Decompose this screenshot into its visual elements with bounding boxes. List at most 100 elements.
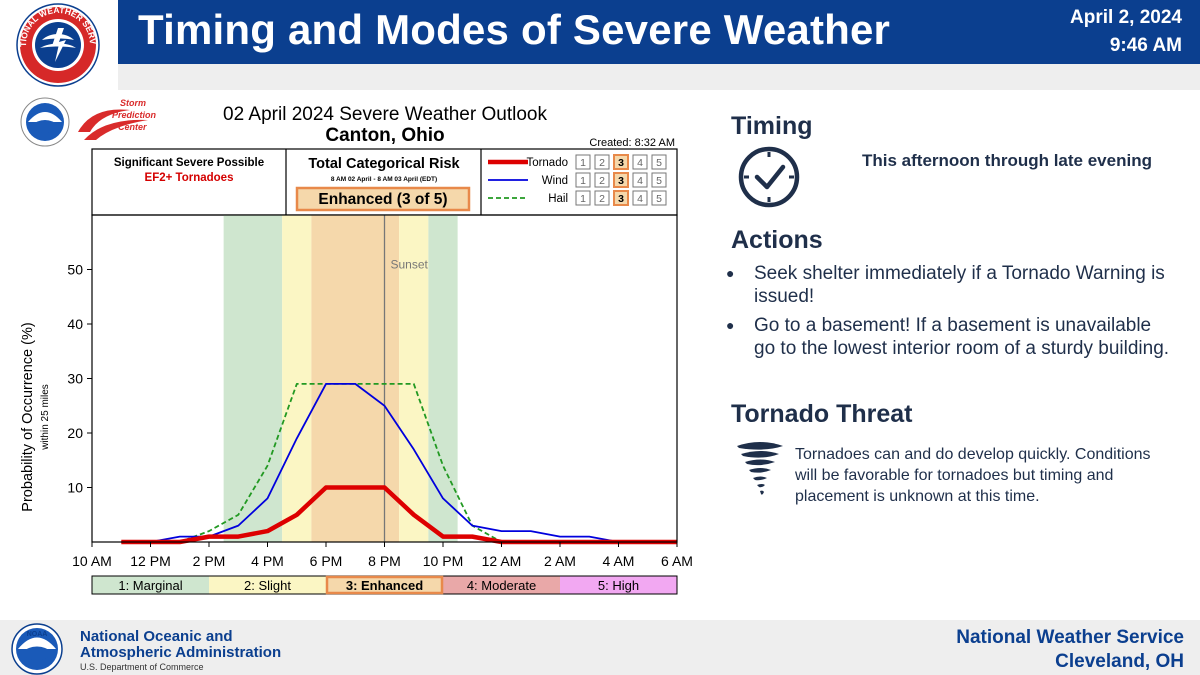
category-label: 4: Moderate — [467, 578, 536, 593]
spc-logo-text: Prediction — [112, 110, 157, 120]
level-box — [613, 190, 629, 206]
level-number: 4 — [637, 193, 643, 205]
level-number: 1 — [580, 193, 586, 205]
actions-heading: Actions — [731, 226, 823, 254]
level-number: 1 — [580, 175, 586, 187]
level-number: 5 — [656, 175, 662, 187]
risk-band-slight — [282, 215, 312, 542]
level-box — [575, 190, 591, 206]
category-cell — [209, 576, 326, 594]
level-number: 3 — [618, 193, 624, 205]
significant-detail: EF2+ Tornadoes — [145, 172, 234, 184]
level-box — [613, 172, 629, 188]
header-date: April 2, 2024 — [1070, 7, 1182, 28]
level-box — [575, 172, 591, 188]
level-number: 1 — [580, 157, 586, 169]
level-box — [632, 154, 648, 170]
sunset-label: Sunset — [391, 258, 429, 272]
created-time: Created: 8:32 AM — [589, 137, 675, 149]
outlook-chart: Storm Prediction Center 02 April 2024 Se… — [20, 97, 693, 595]
noaa-name-line: Atmospheric Administration — [80, 644, 282, 661]
risk-band-marginal — [223, 215, 283, 542]
significant-title: Significant Severe Possible — [114, 157, 264, 169]
level-box — [594, 154, 610, 170]
level-box — [632, 190, 648, 206]
level-number: 2 — [599, 157, 605, 169]
y-tick-label: 30 — [67, 371, 83, 387]
level-number: 4 — [637, 175, 643, 187]
category-label: 1: Marginal — [118, 578, 182, 593]
timing-text: This afternoon through late evening — [862, 151, 1152, 170]
legend-label: Tornado — [526, 157, 568, 169]
outlook-location: Canton, Ohio — [325, 125, 444, 146]
risk-band-slight — [399, 215, 429, 542]
level-number: 3 — [618, 175, 624, 187]
actions-list: Seek shelter immediately if a Tornado Wa… — [726, 262, 1176, 366]
office-name: National Weather Service Cleveland, OH — [956, 626, 1184, 674]
y-tick-label: 50 — [67, 262, 83, 278]
level-box — [651, 172, 667, 188]
x-tick-label: 6 AM — [661, 553, 693, 569]
x-tick-label: 10 PM — [423, 553, 463, 569]
level-box — [613, 154, 629, 170]
x-tick-label: 6 PM — [310, 553, 343, 569]
series-line-hail — [121, 382, 502, 543]
level-box — [594, 190, 610, 206]
y-tick-label: 40 — [67, 316, 83, 332]
category-bar: 1: Marginal 2: Slight 3: Enhanced 4: Modera… — [91, 575, 678, 595]
noaa-dept: U.S. Department of Commerce — [80, 662, 204, 672]
risk-band-marginal — [428, 215, 458, 542]
tornado-threat-heading: Tornado Threat — [731, 400, 913, 428]
timing-heading: Timing — [731, 112, 813, 140]
risk-value-box — [295, 186, 471, 212]
list-item: Go to a basement! If a basement is unava… — [726, 314, 1176, 360]
level-box — [651, 154, 667, 170]
category-current-highlight — [325, 575, 444, 595]
legend-label: Wind — [542, 175, 568, 187]
x-tick-label: 4 PM — [251, 553, 284, 569]
outlook-title: 02 April 2024 Severe Weather Outlook — [223, 104, 547, 125]
level-number: 2 — [599, 175, 605, 187]
header-datetime: April 2, 2024 9:46 AM — [1070, 4, 1182, 60]
tornado-threat-text: Tornadoes can and do develop quickly. Co… — [795, 446, 1151, 505]
level-number: 2 — [599, 193, 605, 205]
y-axis-label: Probability of Occurrence (%) — [20, 322, 36, 511]
risk-value: Enhanced (3 of 5) — [318, 191, 447, 208]
header-strip — [118, 64, 1200, 90]
level-number: 3 — [618, 157, 624, 169]
category-cell — [92, 576, 209, 594]
level-number: 5 — [656, 193, 662, 205]
plot-area: Sunset 10 20 30 40 50 10 AM 12 PM 2 PM 4 PM 6 PM 8 … — [67, 214, 693, 569]
x-tick-label: 10 AM — [72, 553, 112, 569]
header: NATIONAL WEATHER SERVICE Timing and Mode… — [0, 0, 1200, 87]
outlook-graphic: Storm Prediction Center 02 April 2024 Se… — [0, 92, 700, 618]
list-item: Seek shelter immediately if a Tornado Wa… — [726, 262, 1176, 308]
level-number: 5 — [656, 157, 662, 169]
category-cell — [560, 576, 677, 594]
x-tick-label: 8 PM — [368, 553, 401, 569]
office-line: Cleveland, OH — [1055, 651, 1184, 672]
category-cell — [326, 576, 443, 594]
category-label: 2: Slight — [244, 578, 291, 593]
spc-logo-text: Center — [118, 122, 147, 132]
level-box — [632, 172, 648, 188]
noaa-chart-logo-icon — [20, 97, 70, 147]
svg-text:NOAA: NOAA — [27, 631, 48, 638]
risk-period: 8 AM 02 April - 8 AM 03 April (EDT) — [331, 176, 437, 183]
category-label: 3: Enhanced — [346, 578, 423, 593]
level-number: 4 — [637, 157, 643, 169]
page-title: Timing and Modes of Severe Weather — [138, 6, 891, 53]
header-time: 9:46 AM — [1109, 35, 1182, 56]
nws-logo-icon: NATIONAL WEATHER SERVICE — [6, 2, 100, 87]
risk-title: Total Categorical Risk — [308, 156, 460, 172]
y-axis-sublabel: within 25 miles — [40, 384, 51, 451]
spc-logo: Storm Prediction Center — [78, 98, 157, 140]
noaa-name-line: National Oceanic and — [80, 628, 233, 645]
category-cell — [443, 576, 560, 594]
tornado-icon — [737, 442, 783, 495]
x-tick-label: 12 PM — [130, 553, 170, 569]
level-box — [594, 172, 610, 188]
level-box — [651, 190, 667, 206]
y-tick-label: 10 — [67, 480, 83, 496]
risk-band-enhanced — [311, 215, 400, 542]
